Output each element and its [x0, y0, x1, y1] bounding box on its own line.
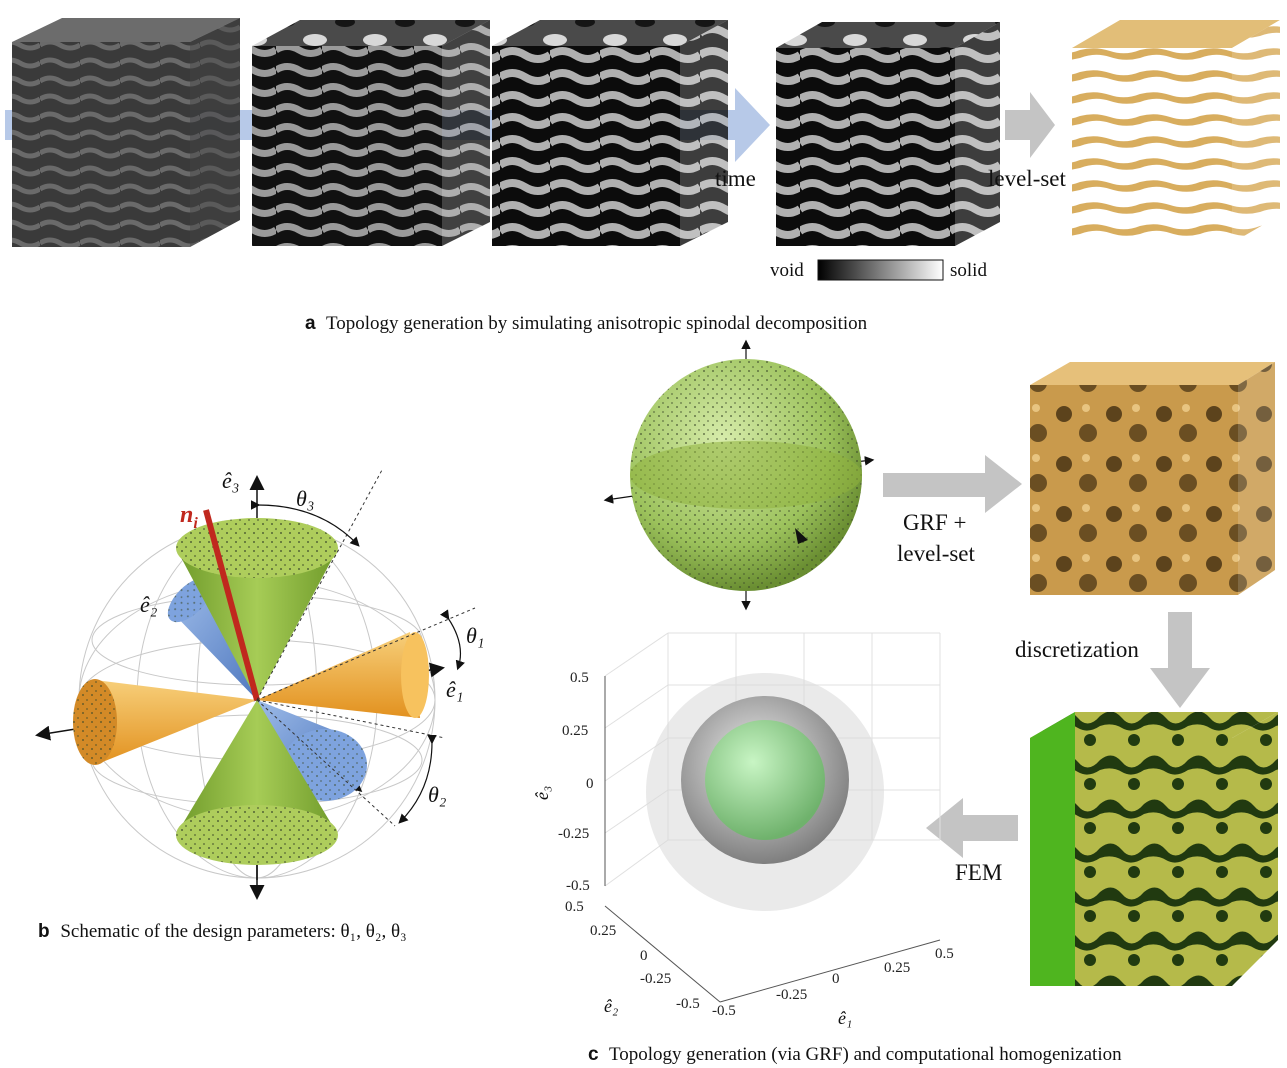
- cube-final: [776, 22, 1000, 246]
- panel-b-caption: b Schematic of the design parameters: θ₁…: [38, 921, 407, 942]
- label-e3: ê₃: [222, 468, 239, 493]
- e2-tick-5: -0.5: [676, 996, 700, 1012]
- e2-axis-label: ê₂: [604, 996, 618, 1016]
- time-label: time: [715, 166, 756, 191]
- cube-middle: [492, 20, 728, 246]
- fem-label: FEM: [955, 860, 1002, 885]
- panel-c-letter: c: [588, 1044, 599, 1065]
- orange-cone-right: [257, 632, 429, 718]
- e1-axis-label: ê₁: [838, 1008, 852, 1028]
- e3-axis-label: ê₃: [532, 786, 552, 800]
- orange-cone-left: [73, 679, 257, 765]
- theta1-arc: [440, 609, 465, 671]
- green-cone-lower: [176, 700, 338, 865]
- label-theta1: θ₁: [466, 623, 484, 648]
- label-theta3: θ₃: [296, 486, 314, 511]
- levelset-label: level-set: [988, 166, 1067, 191]
- ni-vector: [203, 509, 260, 701]
- fem-arrow: [926, 798, 1018, 858]
- meshed-cube: [1030, 712, 1278, 986]
- e2-tick-4: -0.25: [640, 971, 671, 987]
- label-e1: ê₁: [446, 677, 463, 702]
- panel-a-caption: a Topology generation by simulating anis…: [305, 313, 868, 334]
- e3-tick-4: -0.25: [558, 826, 589, 842]
- e1-tick-5: 0.5: [935, 946, 954, 962]
- e1-tick-3: 0: [832, 971, 840, 987]
- green-sphere: [603, 339, 875, 611]
- gold-foam-cube: [1030, 362, 1275, 595]
- grf-label-line1: GRF +: [903, 510, 966, 535]
- gold-layered-structure: [1072, 20, 1280, 243]
- e1-tick-4: 0.25: [884, 960, 910, 976]
- panel-a: time level-set void solid a Topology gen…: [5, 18, 1280, 334]
- surface-plot: 0.5 0.25 0 -0.25 -0.5 ê₃ 0.5 0.25 0 -0.2…: [532, 632, 954, 1028]
- e2-tick-2: 0.25: [590, 923, 616, 939]
- colorbar-solid-label: solid: [950, 260, 987, 281]
- grf-arrow: [883, 455, 1022, 513]
- e2-tick-1: 0.5: [565, 899, 584, 915]
- panel-c-caption-text: Topology generation (via GRF) and comput…: [609, 1044, 1122, 1065]
- label-ni-main: n: [180, 502, 193, 528]
- label-ni-subscript: i: [193, 515, 198, 532]
- e1-tick-2: -0.25: [776, 987, 807, 1003]
- e3-tick-1: 0.5: [570, 670, 589, 686]
- plot-axes: [604, 676, 941, 1003]
- panel-c-caption: c Topology generation (via GRF) and comp…: [588, 1044, 1122, 1065]
- cube-early: [252, 20, 490, 246]
- panel-a-caption-text: Topology generation by simulating anisot…: [326, 313, 868, 334]
- inner-green-sphere: [705, 720, 825, 840]
- label-e2: ê₂: [140, 592, 158, 617]
- e2-tick-3: 0: [640, 948, 648, 964]
- panel-c: GRF + level-set discretization FEM: [532, 339, 1278, 1065]
- levelset-arrow: [1005, 92, 1055, 158]
- colorbar-void-label: void: [770, 260, 804, 281]
- label-theta2: θ₂: [428, 782, 447, 807]
- panel-a-letter: a: [305, 313, 316, 334]
- theta2-arc: [398, 734, 437, 824]
- cube-initial: [12, 18, 240, 247]
- theta3-arc: [250, 500, 360, 547]
- e3-tick-3: 0: [586, 776, 594, 792]
- grf-label-line2: level-set: [897, 541, 976, 566]
- angle-guides: [256, 469, 476, 827]
- panel-b-caption-text: Schematic of the design parameters: θ₁, …: [60, 921, 406, 942]
- discretization-arrow: [1150, 612, 1210, 708]
- e1-tick-1: -0.5: [712, 1003, 736, 1019]
- e3-tick-5: -0.5: [566, 878, 590, 894]
- panel-b: ê₃ ê₂ ê₁ θ₃ θ₁ θ₂ ni b Schematic of the …: [35, 468, 484, 942]
- label-ni: ni: [180, 502, 198, 532]
- e3-tick-2: 0.25: [562, 723, 588, 739]
- discretization-label: discretization: [1015, 637, 1139, 662]
- panel-b-letter: b: [38, 921, 50, 942]
- colorbar: [817, 259, 944, 281]
